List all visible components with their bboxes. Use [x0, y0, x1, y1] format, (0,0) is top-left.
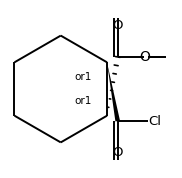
Polygon shape — [107, 62, 120, 121]
Text: or1: or1 — [74, 96, 92, 106]
Text: Cl: Cl — [149, 114, 162, 128]
Text: O: O — [139, 50, 150, 64]
Text: O: O — [112, 146, 123, 159]
Text: or1: or1 — [74, 72, 92, 82]
Text: O: O — [112, 19, 123, 32]
